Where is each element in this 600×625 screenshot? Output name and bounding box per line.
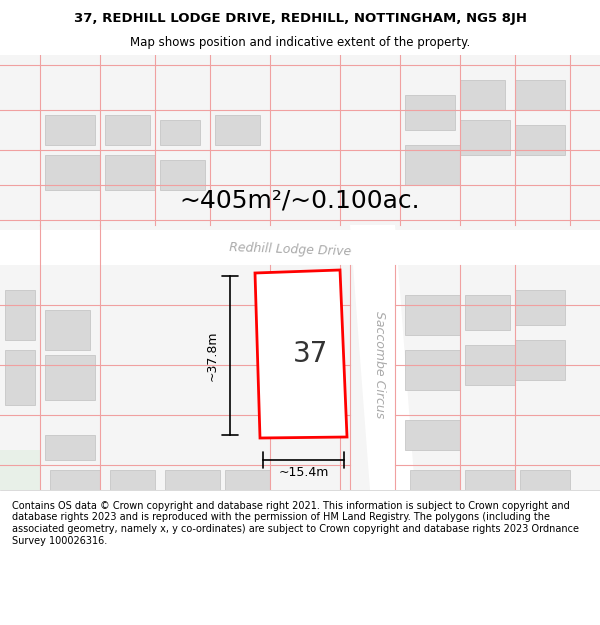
Bar xyxy=(5,290,35,340)
Bar xyxy=(515,125,565,155)
Bar xyxy=(225,470,270,490)
Bar xyxy=(50,470,100,490)
Bar xyxy=(0,450,40,490)
Bar xyxy=(5,450,35,470)
Bar xyxy=(405,350,460,390)
Bar xyxy=(405,420,460,450)
Bar xyxy=(465,345,515,385)
Text: Map shows position and indicative extent of the property.: Map shows position and indicative extent… xyxy=(130,36,470,49)
Bar xyxy=(110,470,155,490)
Bar xyxy=(105,155,155,190)
Bar xyxy=(460,80,505,110)
Bar xyxy=(520,470,570,490)
Bar xyxy=(45,115,95,145)
Text: ~405m²/~0.100ac.: ~405m²/~0.100ac. xyxy=(179,188,421,212)
Polygon shape xyxy=(350,225,415,490)
Text: 37: 37 xyxy=(293,341,328,369)
Bar xyxy=(5,350,35,405)
Bar xyxy=(45,155,100,190)
Bar xyxy=(405,145,460,185)
Bar xyxy=(405,295,460,335)
Bar xyxy=(405,95,455,130)
Bar xyxy=(45,310,90,350)
Bar xyxy=(465,470,515,490)
Bar xyxy=(465,295,510,330)
Bar xyxy=(410,470,460,490)
Text: 37, REDHILL LODGE DRIVE, REDHILL, NOTTINGHAM, NG5 8JH: 37, REDHILL LODGE DRIVE, REDHILL, NOTTIN… xyxy=(74,12,527,25)
Bar xyxy=(0,230,600,265)
Polygon shape xyxy=(255,270,347,438)
Bar xyxy=(105,115,150,145)
Bar xyxy=(515,80,565,110)
Bar xyxy=(215,115,260,145)
Bar xyxy=(160,120,200,145)
Text: ~15.4m: ~15.4m xyxy=(278,466,329,479)
Text: ~37.8m: ~37.8m xyxy=(205,330,218,381)
Text: Saccombe Circus: Saccombe Circus xyxy=(373,311,386,419)
Bar xyxy=(515,290,565,325)
Bar xyxy=(460,120,510,155)
Bar xyxy=(160,160,205,190)
Bar xyxy=(45,355,95,400)
Bar xyxy=(515,340,565,380)
Text: Redhill Lodge Drive: Redhill Lodge Drive xyxy=(229,241,351,259)
Bar xyxy=(165,470,220,490)
Bar xyxy=(45,435,95,460)
Text: Contains OS data © Crown copyright and database right 2021. This information is : Contains OS data © Crown copyright and d… xyxy=(12,501,579,546)
